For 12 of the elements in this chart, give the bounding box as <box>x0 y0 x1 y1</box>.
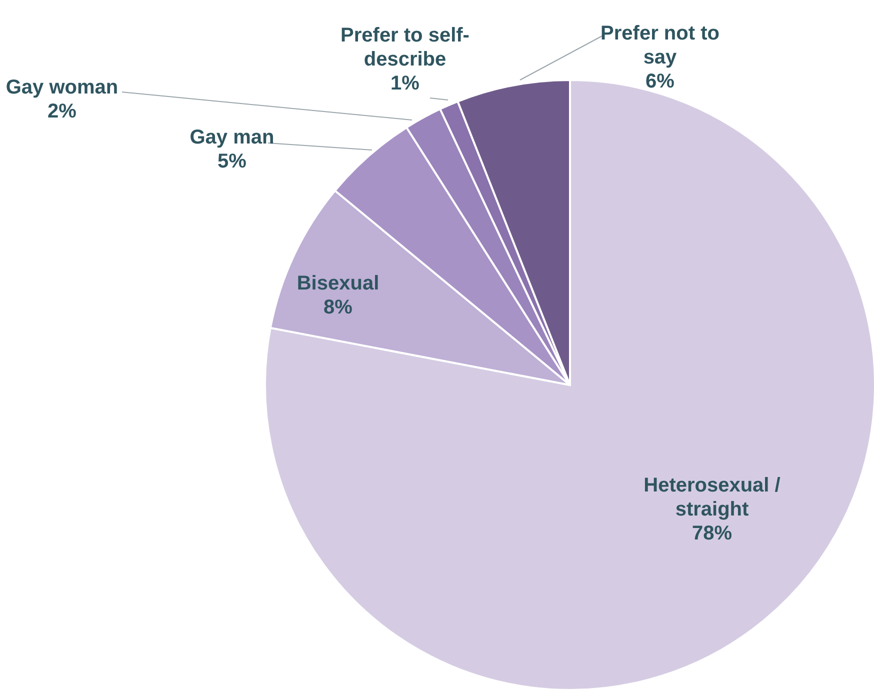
slice-label: Prefer not to say <box>600 22 720 68</box>
data-label: 8% <box>324 296 353 318</box>
slice-label: Prefer to self-describe <box>340 24 470 70</box>
data-label: 2% <box>48 100 77 122</box>
slice-label: Gay woman <box>6 76 118 98</box>
data-label: 5% <box>218 150 247 172</box>
slice-label: Gay man <box>190 126 274 148</box>
data-label: 1% <box>390 72 420 94</box>
slice-label: Heterosexual / straight <box>644 474 781 520</box>
slice-label: Bisexual <box>296 272 380 294</box>
data-label: 78% <box>692 522 732 544</box>
data-label: 6% <box>646 70 675 92</box>
